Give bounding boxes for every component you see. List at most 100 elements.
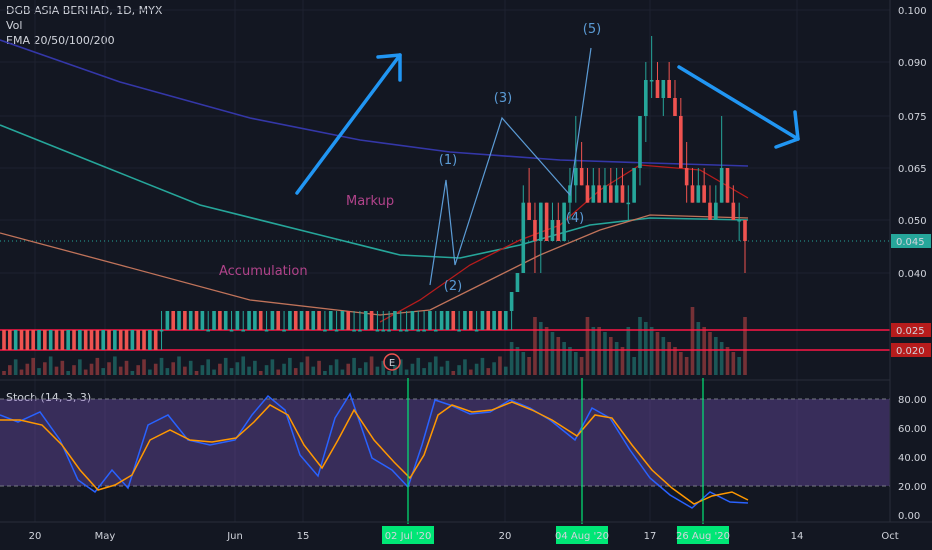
candle-body bbox=[89, 330, 94, 350]
candle-body bbox=[737, 220, 741, 222]
volume-bar bbox=[60, 360, 65, 375]
candle-body bbox=[206, 330, 211, 332]
candle-body bbox=[679, 116, 683, 168]
candle-body bbox=[346, 311, 351, 330]
date-marker-label: 02 Jul '20 bbox=[385, 531, 432, 542]
volume-bar bbox=[241, 356, 246, 375]
volume-bar bbox=[299, 362, 304, 375]
ema-200-line bbox=[0, 39, 749, 167]
wave-label: (4) bbox=[566, 211, 584, 226]
volume-bar bbox=[649, 327, 654, 375]
candle-body bbox=[328, 311, 333, 330]
volume-bar bbox=[556, 337, 561, 375]
volume-bar bbox=[328, 365, 333, 375]
volume-bar bbox=[474, 363, 479, 375]
stoch-axis-tick: 0.00 bbox=[898, 511, 920, 522]
volume-bar bbox=[579, 357, 584, 375]
volume-bar bbox=[317, 360, 321, 375]
volume-bar bbox=[492, 362, 496, 375]
volume-bar bbox=[509, 342, 514, 375]
volume-bar bbox=[591, 327, 596, 375]
volume-bar bbox=[398, 359, 403, 375]
annotations: Markup Accumulation (1) (2) (3) (4) (5) E bbox=[219, 22, 601, 371]
candle-body bbox=[451, 311, 456, 330]
stoch-axis-tick: 20.00 bbox=[898, 482, 927, 493]
volume-bar bbox=[323, 371, 327, 375]
volume-bar bbox=[667, 342, 671, 375]
time-axis-tick: 20 bbox=[29, 531, 42, 542]
candle-body bbox=[714, 202, 718, 220]
candle-body bbox=[223, 311, 228, 330]
candle-body bbox=[591, 185, 596, 203]
volume-bar bbox=[743, 317, 747, 375]
candle-body bbox=[480, 311, 485, 330]
volume-bar bbox=[13, 359, 18, 375]
volume-bar bbox=[171, 362, 176, 375]
date-marker-label: 26 Aug '20 bbox=[676, 531, 730, 542]
volume-bar bbox=[223, 357, 228, 375]
volume-bar bbox=[288, 357, 292, 375]
volume-bar bbox=[48, 356, 53, 375]
candle-body bbox=[597, 185, 601, 203]
candle-body bbox=[311, 311, 316, 330]
volume-bar bbox=[334, 359, 339, 375]
earnings-marker-circle bbox=[383, 353, 401, 371]
volume-bar bbox=[708, 332, 712, 375]
candle-body bbox=[113, 330, 117, 350]
volume-bar bbox=[37, 368, 41, 375]
wave-label: (2) bbox=[444, 279, 462, 294]
candle-body bbox=[317, 311, 321, 330]
candle-body bbox=[398, 330, 403, 332]
volume-bar bbox=[603, 332, 607, 375]
volume-bar bbox=[113, 356, 117, 375]
price-axis-tick: 0.050 bbox=[898, 216, 927, 227]
candle-body bbox=[124, 330, 129, 350]
volume-bar bbox=[358, 368, 362, 375]
candle-body bbox=[282, 330, 286, 332]
volume-bar bbox=[247, 366, 251, 375]
volume-bar bbox=[433, 356, 438, 375]
volume-bar bbox=[264, 365, 269, 375]
date-marker-label: 04 Aug '20 bbox=[555, 531, 609, 542]
candle-body bbox=[690, 185, 695, 203]
volume-bar bbox=[515, 347, 520, 375]
candle-body bbox=[72, 330, 76, 350]
candle-body bbox=[457, 330, 461, 332]
volume-bar bbox=[679, 352, 683, 375]
candle-body bbox=[212, 311, 216, 330]
stoch-legend: Stoch (14, 3, 3) bbox=[6, 391, 92, 404]
candle-body bbox=[509, 292, 514, 311]
grid-lines bbox=[0, 0, 890, 522]
volume-bar bbox=[527, 357, 531, 375]
volume-bar bbox=[614, 342, 619, 375]
candle-body bbox=[2, 330, 6, 350]
volume-bar bbox=[19, 369, 24, 375]
volume-bar bbox=[503, 366, 508, 375]
candle-body bbox=[241, 330, 246, 332]
volume-bar bbox=[410, 363, 415, 375]
candle-body bbox=[358, 330, 362, 332]
candle-body bbox=[538, 202, 543, 241]
time-axis-tick: 20 bbox=[499, 531, 512, 542]
time-axis-tick: Oct bbox=[881, 531, 898, 542]
candle-body bbox=[83, 330, 88, 350]
volume-bar bbox=[480, 357, 485, 375]
candle-body bbox=[130, 330, 135, 350]
volume-bar bbox=[737, 357, 741, 375]
volume-bar bbox=[107, 362, 111, 375]
volume-bar bbox=[200, 365, 205, 375]
candle-body bbox=[183, 311, 187, 330]
candle-body bbox=[433, 330, 438, 332]
candle-body bbox=[136, 330, 141, 350]
price-level-tag bbox=[891, 323, 931, 337]
volume-bar bbox=[439, 366, 444, 375]
candle-body bbox=[375, 330, 380, 332]
volume-bar bbox=[177, 356, 181, 375]
volume-bar bbox=[638, 317, 642, 375]
candle-body bbox=[66, 330, 70, 350]
candle-body bbox=[684, 168, 689, 186]
volume-bar bbox=[276, 369, 281, 375]
volume-bar bbox=[533, 317, 537, 375]
